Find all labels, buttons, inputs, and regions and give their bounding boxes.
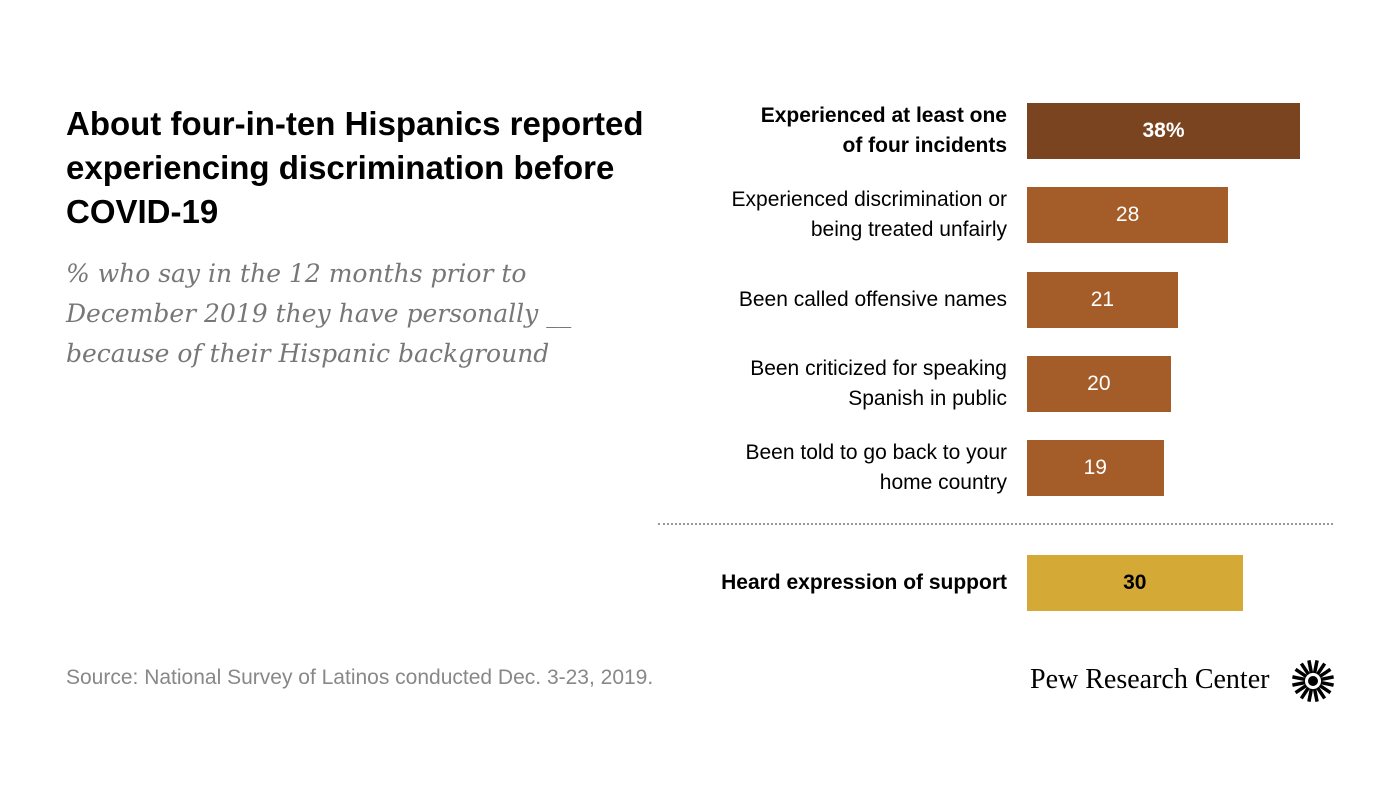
bar: 20: [1027, 356, 1171, 412]
bar: 28: [1027, 187, 1229, 243]
bar: 38%: [1027, 103, 1300, 159]
data-label: 19: [1083, 456, 1107, 479]
data-label: 20: [1087, 372, 1111, 395]
data-label: 30: [1123, 571, 1147, 594]
data-label: 21: [1090, 288, 1115, 311]
dotted-divider: [658, 523, 1333, 525]
category-label: Experienced at least one of four inciden…: [760, 104, 1007, 157]
category-label: Been criticized for speaking Spanish in …: [750, 357, 1007, 410]
category-label: Experienced discrimination or being trea…: [731, 188, 1007, 241]
chart-title: About four-in-ten Hispanics reported exp…: [66, 105, 644, 230]
data-label: 38%: [1142, 119, 1185, 142]
bar: 21: [1027, 272, 1178, 328]
category-label: Been told to go back to your home countr…: [745, 441, 1007, 494]
source-note: Source: National Survey of Latinos condu…: [66, 666, 654, 689]
chart-subtitle: % who say in the 12 months prior to Dece…: [66, 259, 572, 368]
bar: 19: [1027, 440, 1164, 496]
category-label: Been called offensive names: [738, 288, 1007, 311]
pew-logo-text: Pew Research Center: [1030, 664, 1270, 695]
bar: 30: [1027, 555, 1243, 611]
category-label: Heard expression of support: [721, 571, 1007, 594]
pew-logo-icon: [1292, 660, 1334, 702]
data-label: 28: [1115, 203, 1140, 226]
